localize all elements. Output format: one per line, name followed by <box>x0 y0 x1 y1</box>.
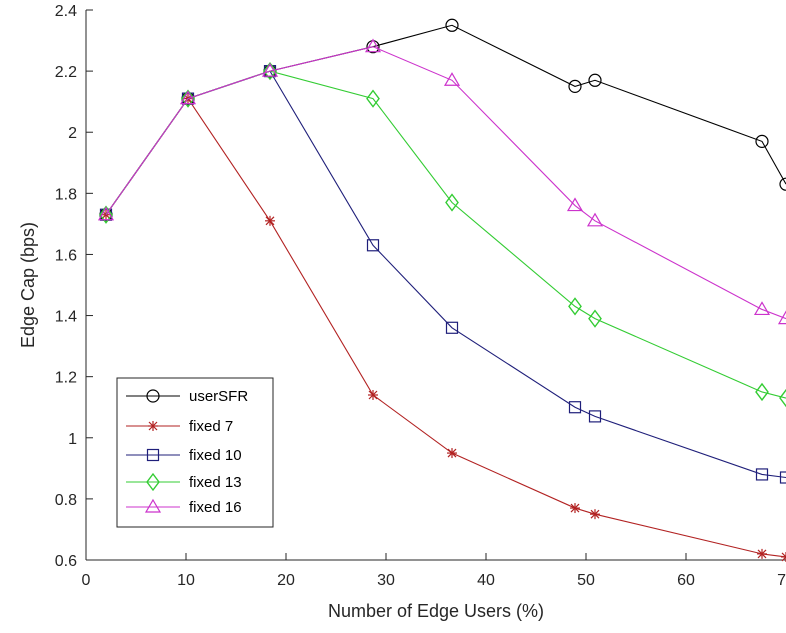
marker-asterisk-stroke <box>570 503 580 513</box>
legend-label-usersfr: userSFR <box>189 388 248 405</box>
marker-asterisk <box>148 421 158 431</box>
marker-diamond <box>588 309 602 328</box>
axes: 0 10 20 30 40 50 60 70 0.6 0.8 1 1.2 1.4 1.6 1.8 2 2.2 2.… <box>55 3 786 589</box>
legend-marker-triangle <box>144 498 162 513</box>
marker-asterisk-stroke <box>265 216 275 226</box>
marker-diamond <box>99 205 113 224</box>
marker-triangle <box>753 301 771 316</box>
y-tick-label: 1.8 <box>55 186 77 203</box>
marker-square <box>366 239 380 252</box>
marker-triangle <box>777 310 786 325</box>
marker-diamond <box>366 89 380 108</box>
y-tick-label: 0.8 <box>55 492 77 509</box>
marker-square <box>146 448 160 462</box>
legend-item-usersfr: userSFR <box>126 388 248 405</box>
y-tick-label: 2.2 <box>55 64 77 81</box>
marker-diamond <box>568 297 582 316</box>
marker-asterisk-stroke <box>757 549 767 559</box>
marker-asterisk-stroke <box>590 509 600 519</box>
legend-label-fixed-13: fixed 13 <box>189 474 242 491</box>
marker-circle <box>755 134 769 148</box>
marker-square <box>588 410 602 423</box>
marker-triangle <box>586 212 604 227</box>
marker-asterisk <box>265 215 275 226</box>
x-tick-label: 50 <box>577 572 595 589</box>
x-tick-label: 60 <box>677 572 695 589</box>
x-tick-label: 20 <box>277 572 295 589</box>
marker-asterisk <box>570 503 580 514</box>
y-tick-label: 1 <box>68 431 77 448</box>
legend-item-fixed-7: fixed 7 <box>126 418 233 435</box>
marker-triangle <box>443 72 461 86</box>
legend-item-fixed-10: fixed 10 <box>126 447 242 464</box>
marker-asterisk-stroke <box>148 421 158 431</box>
marker-asterisk-stroke <box>781 556 786 562</box>
marker-asterisk <box>590 509 600 520</box>
marker-triangle <box>566 197 584 212</box>
marker-triangle <box>144 498 162 513</box>
y-axis-label: Edge Cap (bps) <box>18 222 38 348</box>
marker-square <box>779 471 786 484</box>
legend-marker-asterisk <box>148 421 158 431</box>
x-tick-label: 10 <box>177 572 195 589</box>
legend-label-fixed-10: fixed 10 <box>189 447 242 464</box>
series-group <box>97 18 786 562</box>
y-tick-label: 1.4 <box>55 309 77 326</box>
marker-square <box>568 401 582 414</box>
y-tick-label: 2 <box>68 125 77 142</box>
y-tick-label: 0.6 <box>55 553 77 570</box>
marker-circle <box>568 79 582 93</box>
marker-diamond <box>755 382 769 402</box>
marker-circle <box>779 177 786 191</box>
series-line <box>105 46 786 320</box>
marker-diamond <box>779 388 786 408</box>
marker-asterisk <box>368 390 378 400</box>
legend-item-fixed-16: fixed 16 <box>126 498 242 516</box>
marker-triangle <box>261 62 279 77</box>
marker-diamond <box>445 193 459 212</box>
legend: userSFR fixed 7 fixed 10 fixed 13 fixed … <box>116 377 274 528</box>
legend-box <box>116 377 274 528</box>
marker-diamond <box>146 472 160 492</box>
marker-triangle <box>179 90 197 105</box>
marker-circle <box>445 18 459 32</box>
x-tick-label: 30 <box>377 572 395 589</box>
marker-diamond <box>263 61 277 81</box>
legend-label-fixed-7: fixed 7 <box>189 418 233 435</box>
series-fixed-16 <box>97 38 786 325</box>
legend-marker-square <box>146 448 160 462</box>
marker-asterisk-stroke <box>781 552 786 558</box>
marker-circle <box>146 389 160 403</box>
y-tick-label: 1.2 <box>55 370 77 387</box>
legend-marker-circle <box>146 389 160 403</box>
marker-asterisk <box>757 548 767 559</box>
legend-item-fixed-13: fixed 13 <box>126 472 242 492</box>
legend-marker-diamond <box>146 472 160 492</box>
x-tick-label: 70 <box>777 572 786 589</box>
marker-asterisk <box>447 448 457 459</box>
marker-triangle <box>364 38 382 53</box>
y-tick-label: 1.6 <box>55 247 77 264</box>
y-tick-label: 2.4 <box>55 3 77 20</box>
marker-asterisk-stroke <box>368 390 378 400</box>
marker-asterisk-stroke <box>447 448 457 458</box>
marker-diamond <box>181 89 195 108</box>
marker-square <box>755 468 769 481</box>
marker-asterisk <box>781 551 786 562</box>
x-tick-label: 0 <box>82 572 91 589</box>
x-axis-label: Number of Edge Users (%) <box>328 601 544 621</box>
marker-circle <box>588 73 602 87</box>
marker-triangle <box>97 206 115 221</box>
marker-square <box>445 321 459 334</box>
legend-label-fixed-16: fixed 16 <box>189 499 242 516</box>
x-tick-label: 40 <box>477 572 495 589</box>
